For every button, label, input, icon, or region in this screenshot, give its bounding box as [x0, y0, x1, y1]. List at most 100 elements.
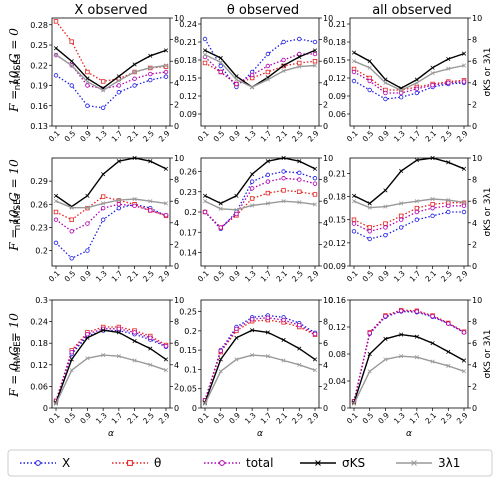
x-tick-label: 2.9	[455, 269, 470, 284]
series-line-σKS	[204, 157, 316, 205]
point	[281, 188, 286, 193]
y2-tick-label: 8	[174, 36, 179, 45]
x-axis-label: α	[406, 429, 412, 439]
series-line-3λ1	[204, 54, 316, 88]
point	[250, 85, 255, 90]
y2-tick-label: 2	[323, 100, 328, 109]
point	[383, 96, 388, 102]
x-tick-label: 1.3	[392, 129, 407, 144]
y-tick-label: 0.3	[35, 296, 48, 305]
point	[234, 357, 239, 362]
point	[446, 56, 451, 62]
x-tick-label: 1.3	[392, 269, 407, 284]
point	[265, 354, 270, 359]
point	[100, 205, 106, 211]
point	[312, 181, 318, 186]
point	[85, 83, 90, 88]
point	[297, 54, 302, 59]
y-tick-label: 0.12	[179, 92, 197, 101]
point	[101, 201, 106, 206]
y-tick-label: 0.15	[179, 74, 197, 83]
y-tick-label: 0.05	[179, 385, 197, 394]
point	[132, 83, 137, 88]
x-tick-label: 0.9	[227, 411, 242, 426]
y2-tick-label: 8	[472, 318, 477, 327]
series-line-3λ1	[55, 54, 167, 92]
y2-tick-label: 2	[472, 382, 477, 391]
series-line-σKS	[55, 47, 167, 90]
series-line-3λ1	[353, 60, 465, 92]
y-tick-label: 0.08	[328, 350, 346, 359]
point	[297, 51, 302, 57]
x-tick-label: 2.1	[274, 129, 289, 144]
point	[383, 90, 388, 96]
x-tick-label: 0.5	[361, 411, 376, 426]
series-line-σKS	[204, 329, 316, 403]
y2-tick-label: 8	[472, 36, 477, 45]
x-tick-label: 2.9	[306, 269, 321, 284]
point	[132, 69, 137, 75]
point	[312, 192, 318, 197]
point	[69, 368, 74, 373]
point	[312, 202, 318, 207]
y-tick-label: 0.2	[35, 247, 48, 256]
legend-label: σKS	[342, 456, 365, 470]
point	[414, 217, 420, 222]
point	[414, 77, 419, 82]
x-tick-label: 1.3	[243, 269, 258, 284]
point	[430, 359, 435, 364]
y-tick-label: 0.2	[184, 208, 197, 217]
point	[265, 330, 270, 335]
x-tick-label: 0.9	[78, 129, 93, 144]
legend-marker	[411, 460, 417, 466]
right-axis-label: σKS or 3λ1	[483, 47, 493, 96]
point	[163, 368, 169, 373]
point	[446, 321, 451, 326]
point	[116, 205, 122, 211]
point	[367, 201, 372, 206]
series-line-X	[204, 170, 316, 230]
panel-frame	[349, 299, 469, 409]
point	[367, 351, 372, 357]
x-tick-label: 0.1	[345, 411, 360, 426]
x-tick-label: 2.9	[306, 129, 321, 144]
point	[53, 19, 59, 24]
panel-0-1: 0.09 0.12 0.15 0.18 0.21 0.24 0 2 4 6 8 10 0.1 0.5 0.9…	[179, 14, 333, 144]
point	[383, 225, 388, 230]
point	[367, 369, 372, 374]
y2-tick-label: 8	[323, 176, 328, 185]
point	[69, 59, 74, 64]
point	[265, 201, 270, 206]
point	[116, 326, 122, 331]
point	[85, 79, 90, 84]
point	[85, 205, 90, 210]
y2-tick-label: 10	[174, 14, 184, 23]
x-tick-label: 2.1	[423, 411, 438, 426]
point	[234, 335, 239, 340]
point	[430, 65, 435, 70]
series-line-σKS	[55, 157, 167, 208]
y2-tick-label: 10	[472, 154, 482, 163]
y-tick-label: 0.12	[328, 239, 346, 248]
point	[116, 78, 121, 83]
point	[446, 349, 451, 354]
point	[367, 236, 372, 242]
point	[116, 330, 121, 335]
y-tick-label: 0.06	[328, 110, 346, 119]
x-tick-label: 2.5	[439, 411, 454, 426]
point	[414, 90, 420, 96]
point	[265, 172, 271, 178]
point	[446, 198, 451, 203]
x-tick-label: 0.1	[47, 411, 62, 426]
panel-0-2: 0.06 0.09 0.12 0.15 0.18 0.21 0 2 4 6 8 10 0.1 0.5 0.9…	[328, 14, 493, 144]
point	[148, 208, 153, 213]
y2-tick-label: 0	[472, 122, 477, 131]
series-line-X	[55, 329, 167, 402]
x-tick-label: 2.5	[290, 411, 305, 426]
point	[163, 212, 169, 218]
x-tick-label: 2.5	[141, 129, 156, 144]
point	[265, 51, 271, 57]
series-line-total	[204, 177, 316, 229]
